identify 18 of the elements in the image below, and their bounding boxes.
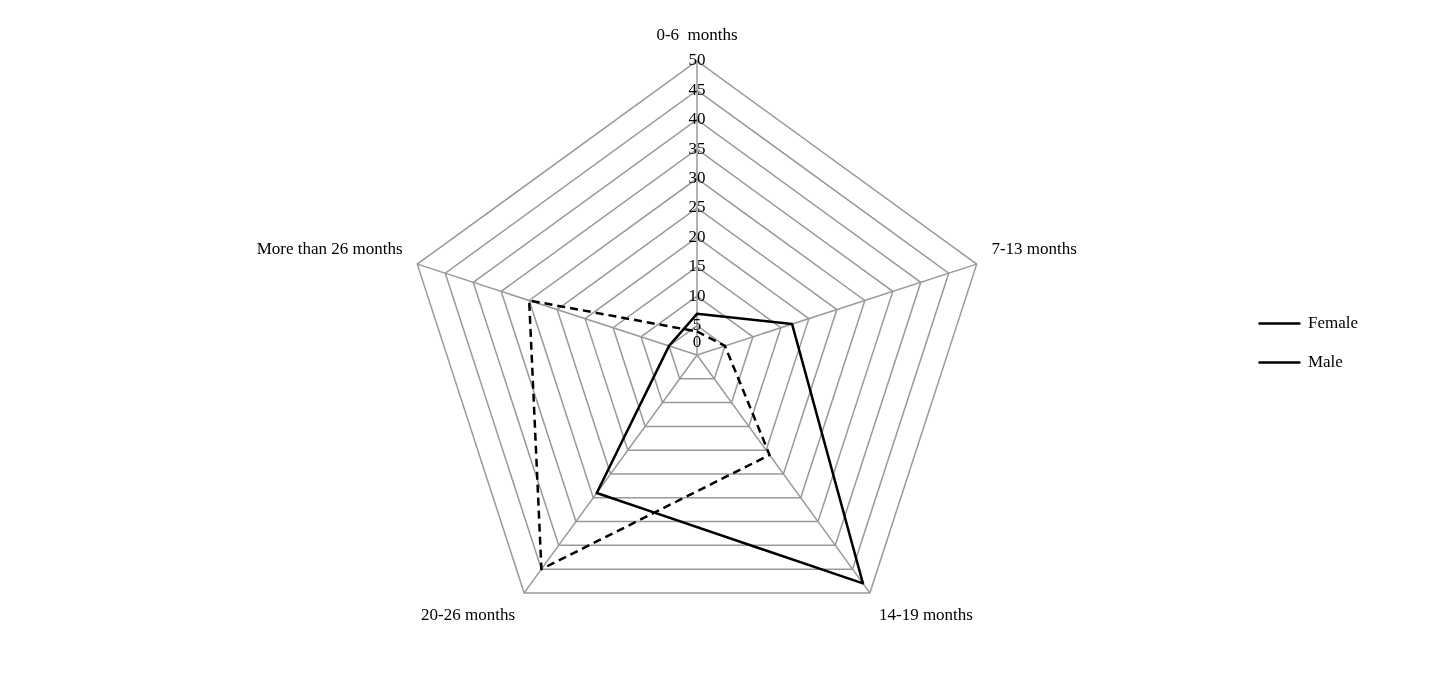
legend-label: Female [1307, 312, 1359, 332]
spoke-label: 7-13 months [991, 238, 1077, 258]
y-tick-label: 10 [688, 285, 706, 305]
y-tick-label: 40 [688, 109, 706, 129]
y-tick-label: 25 [688, 197, 706, 217]
y-tick-label: 50 [688, 50, 706, 70]
y-tick-label: 35 [688, 138, 706, 158]
spoke-label: 20-26 months [421, 605, 516, 625]
y-tick-label: 20 [688, 226, 706, 246]
y-tick-label: 0 [692, 332, 702, 352]
legend-label: Male [1307, 351, 1343, 371]
spoke-label: 0-6 months [656, 24, 738, 44]
spoke-label: More than 26 months [256, 238, 403, 258]
spoke-label: 14-19 months [878, 605, 973, 625]
y-tick-label: 45 [688, 79, 706, 99]
y-tick-label: 5 [692, 315, 702, 335]
y-tick-label: 30 [688, 168, 706, 188]
y-tick-label: 15 [688, 256, 706, 276]
